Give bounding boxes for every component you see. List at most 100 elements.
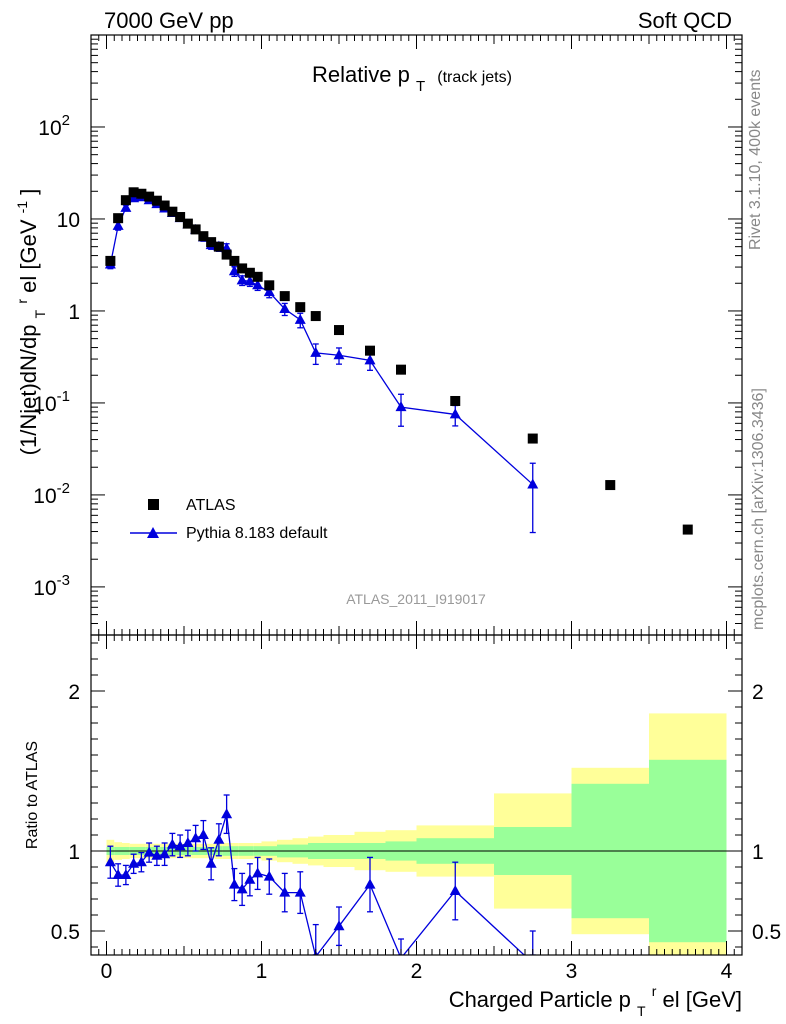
legend-label-atlas: ATLAS [186, 497, 236, 514]
ratio-point [159, 848, 171, 859]
atlas-point [221, 249, 232, 260]
atlas-point [450, 395, 461, 406]
ylabel-part-a: (1/Njet)dN/dp [16, 324, 41, 455]
header-category: Soft QCD [638, 8, 732, 33]
legend-marker-pythia [147, 527, 159, 538]
ratio-point [252, 867, 264, 878]
ratio-point [143, 846, 155, 857]
mc-line [109, 196, 534, 485]
ratio-point [294, 886, 306, 897]
header-energy: 7000 GeV pp [104, 8, 234, 33]
mc-point [120, 201, 132, 212]
mc-point [263, 286, 275, 297]
atlas-point [190, 224, 201, 235]
atlas-point [144, 191, 155, 202]
x-tick-label: 0 [101, 960, 113, 983]
ratio-y-tick-label-left: 0.5 [51, 921, 80, 944]
side-label-rivet: Rivet 3.1.10, 400k events [747, 69, 764, 250]
y-tick-label: 102 [38, 112, 70, 140]
atlas-point [105, 255, 116, 266]
ratio-point [333, 920, 345, 931]
ratio-point [120, 869, 132, 879]
main-title-extra: (track jets) [437, 69, 512, 86]
ratio-y-axis-label: Ratio to ATLAS [24, 741, 41, 849]
xlabel-part-d: el [GeV] [663, 987, 742, 1012]
main-title: Relative p T (track jets) [312, 62, 512, 96]
atlas-point [605, 480, 616, 491]
atlas-point [136, 188, 147, 199]
mc-point [395, 401, 407, 412]
ratio-y-tick-label-right: 0.5 [752, 921, 781, 944]
atlas-point [120, 195, 131, 206]
mc-point [294, 313, 306, 324]
mc-point [310, 346, 322, 357]
ratio-point [244, 873, 256, 884]
x-axis-label: Charged Particle p T r el [GeV] [449, 976, 742, 1021]
atlas-point [206, 237, 217, 248]
y-tick-label: 1 [68, 301, 80, 324]
xlabel-part-b: T [637, 1003, 646, 1019]
ratio-panel: 0.5 0.5 1 1 2 2 0 1 2 3 4 Ratio to ATLAS Charged P… [24, 634, 781, 1021]
main-title-sub: T [416, 78, 425, 95]
legend-marker-atlas [148, 499, 159, 510]
main-frame [90, 34, 743, 636]
atlas-point [295, 302, 306, 313]
y-tick-label-exp: 2 [62, 112, 70, 129]
y-tick-label-exp: -2 [57, 480, 70, 497]
ratio-point [364, 878, 376, 889]
main-y-axis-label: (1/Njet)dN/dp T r el [GeV -1 ] [7, 189, 50, 456]
ylabel-part-c: r [14, 299, 30, 304]
atlas-point [279, 291, 290, 302]
ratio-point [182, 837, 194, 847]
mc-point [112, 219, 124, 230]
ratio-point [228, 878, 240, 889]
ratio-point [166, 838, 178, 849]
y-tick-label-base: 10 [33, 393, 56, 416]
atlas-point [167, 206, 178, 217]
atlas-point [365, 345, 375, 356]
atlas-point [334, 325, 344, 336]
y-tick-label-base: 10 [33, 485, 56, 508]
x-tick-label: 3 [566, 960, 578, 983]
x-tick-label: 2 [411, 960, 423, 983]
y-tick-label-base: 10 [57, 209, 80, 232]
y-tick-label-exp: -3 [57, 572, 70, 589]
side-label-source: mcplots.cern.ch [arXiv:1306.3436] [750, 388, 767, 630]
atlas-point [128, 187, 139, 198]
legend-label-pythia: Pythia 8.183 default [186, 525, 328, 542]
ratio-point [221, 808, 233, 819]
legend: ATLAS Pythia 8.183 default [130, 497, 328, 542]
atlas-point [182, 218, 193, 229]
mc-point [527, 478, 539, 489]
ratio-point [190, 832, 202, 843]
atlas-point [198, 231, 209, 242]
ratio-axis-ticks: 0.5 0.5 1 1 2 2 0 1 2 3 4 [51, 635, 781, 983]
ratio-point [236, 883, 248, 894]
x-tick-label: 4 [721, 960, 733, 983]
atlas-point [396, 364, 406, 375]
atlas-point [113, 213, 124, 224]
ylabel-part-e: -1 [14, 201, 30, 214]
atlas-point [151, 195, 162, 206]
mc-point [333, 349, 345, 360]
ratio-point [449, 885, 461, 895]
ratio-point [197, 829, 209, 839]
y-tick-label: 10-3 [33, 572, 70, 600]
watermark: ATLAS_2011_I919017 [346, 591, 486, 607]
ratio-point [112, 869, 124, 879]
atlas-point [264, 280, 275, 291]
ratio-point [279, 886, 291, 897]
ratio-series [104, 794, 536, 955]
main-title-text: Relative p [312, 62, 410, 87]
mc-point [252, 279, 264, 290]
ratio-point [213, 833, 225, 844]
atlas-point [229, 255, 240, 266]
ratio-y-tick-label-right: 2 [752, 681, 764, 704]
atlas-point [175, 212, 186, 223]
atlas-point [159, 200, 170, 211]
main-plot-area [104, 187, 693, 535]
atlas-point [213, 241, 224, 252]
